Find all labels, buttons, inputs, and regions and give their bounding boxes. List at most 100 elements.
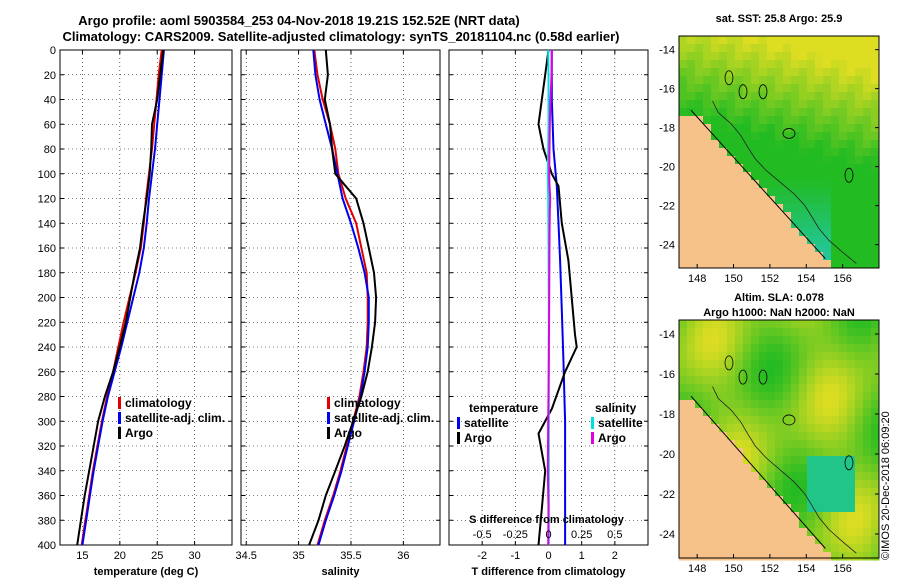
sst-map-cell <box>871 52 880 61</box>
sla-map-cell <box>823 488 832 497</box>
sla-map-cell <box>719 528 728 537</box>
sst-map-cell <box>775 100 784 109</box>
salinity-series-satellite <box>312 49 370 546</box>
sla-map-cell <box>687 464 696 473</box>
sst-map-cell <box>831 220 840 229</box>
sst-map-cell <box>711 44 720 53</box>
sla-map-cell <box>679 488 688 497</box>
sla-map-cell <box>727 440 736 449</box>
sla-map-cell <box>751 368 760 377</box>
sst-map-cell <box>791 188 800 197</box>
sst-map-cell <box>855 148 864 157</box>
sla-map-cell <box>711 360 720 369</box>
sla-map-cell <box>711 480 720 489</box>
sst-map-cell <box>847 196 856 205</box>
sst-map-cell <box>783 236 792 245</box>
sla-map-cell <box>775 464 784 473</box>
sst-map-cell <box>823 116 832 125</box>
sla-map-cell <box>703 480 712 489</box>
sla-map-cell <box>751 528 760 537</box>
sla-map-cell <box>823 408 832 417</box>
sst-map-cell <box>831 84 840 93</box>
sla-map-cell <box>695 376 704 385</box>
legend-entry: satellite <box>598 416 643 430</box>
sla-map-cell <box>815 528 824 537</box>
sla-map-cell <box>679 472 688 481</box>
sst-map-cell <box>823 212 832 221</box>
sst-map-cell <box>807 244 816 253</box>
legend-swatch-salinity_sat <box>591 417 594 429</box>
sst-map-cell <box>775 92 784 101</box>
sst-map-cell <box>863 52 872 61</box>
sst-map-cell <box>695 92 704 101</box>
sst-map-cell <box>847 252 856 261</box>
sla-map-cell <box>759 360 768 369</box>
sla-map-cell <box>767 360 776 369</box>
sst-map-cell <box>839 228 848 237</box>
sla-map-cell <box>759 376 768 385</box>
depth-tick-label: 100 <box>38 169 56 181</box>
sst-map-cell <box>719 180 728 189</box>
sst-map-cell <box>855 212 864 221</box>
sst-map-cell <box>863 164 872 173</box>
sla-map-cell <box>847 384 856 393</box>
sla-map-cell <box>743 536 752 545</box>
sla-map-cell <box>759 384 768 393</box>
sla-map-cell <box>695 416 704 425</box>
sst-map-cell <box>791 36 800 45</box>
sla-map-cell <box>727 464 736 473</box>
sst-map-cell <box>703 212 712 221</box>
sla-map-cell <box>807 320 816 329</box>
sst-map-cell <box>695 220 704 229</box>
sla-map-cell <box>695 528 704 537</box>
sla-map-cell <box>751 520 760 529</box>
sla-map-cell <box>735 432 744 441</box>
sst-map-cell <box>679 140 688 149</box>
sla-map-cell <box>831 400 840 409</box>
sla-map-cell <box>847 456 856 465</box>
sst-map-cell <box>751 188 760 197</box>
sst-map-cell <box>727 60 736 69</box>
sla-map-cell <box>767 384 776 393</box>
sst-map-cell <box>815 220 824 229</box>
sst-map-cell <box>711 60 720 69</box>
sla-map-cell <box>695 400 704 409</box>
sla-map-cell <box>839 488 848 497</box>
sst-map-cell <box>831 172 840 181</box>
sst-map-cell <box>687 252 696 261</box>
sst-map-shelf-contour <box>712 100 857 264</box>
sst-map-cell <box>807 236 816 245</box>
sla-map-cell <box>783 400 792 409</box>
sst-map-cell <box>703 84 712 93</box>
legend-entry: Argo <box>125 426 153 440</box>
sst-map-cell <box>767 92 776 101</box>
sla-map-cell <box>775 384 784 393</box>
sla-map-cell <box>759 448 768 457</box>
sla-map-cell <box>727 432 736 441</box>
sst-map-cell <box>847 228 856 237</box>
legend-entry: climatology <box>125 396 192 410</box>
sst-map-cell <box>831 188 840 197</box>
sst-map-cell <box>719 36 728 45</box>
sst-map-cell <box>775 228 784 237</box>
sla-map-cell <box>767 424 776 433</box>
sst-map-cell <box>679 204 688 213</box>
sst-map-cell <box>807 108 816 117</box>
sst-map-cell <box>783 180 792 189</box>
sla-map-cell <box>831 344 840 353</box>
sla-map-cell <box>687 400 696 409</box>
sst-map-cell <box>695 44 704 53</box>
sst-map-cell <box>711 148 720 157</box>
sst-map-cell <box>847 108 856 117</box>
sst-map-cell <box>719 76 728 85</box>
sst-map-cell <box>775 44 784 53</box>
sst-map-cell <box>839 140 848 149</box>
salinity-xtick-label: 35.5 <box>340 550 361 562</box>
sst-map-cell <box>711 180 720 189</box>
sla-map-cell <box>775 480 784 489</box>
sst-map-cell <box>719 44 728 53</box>
sla-map-cell <box>751 344 760 353</box>
sla-map-cell <box>855 440 864 449</box>
sla-map-cell <box>823 424 832 433</box>
sst-map-cell <box>799 236 808 245</box>
